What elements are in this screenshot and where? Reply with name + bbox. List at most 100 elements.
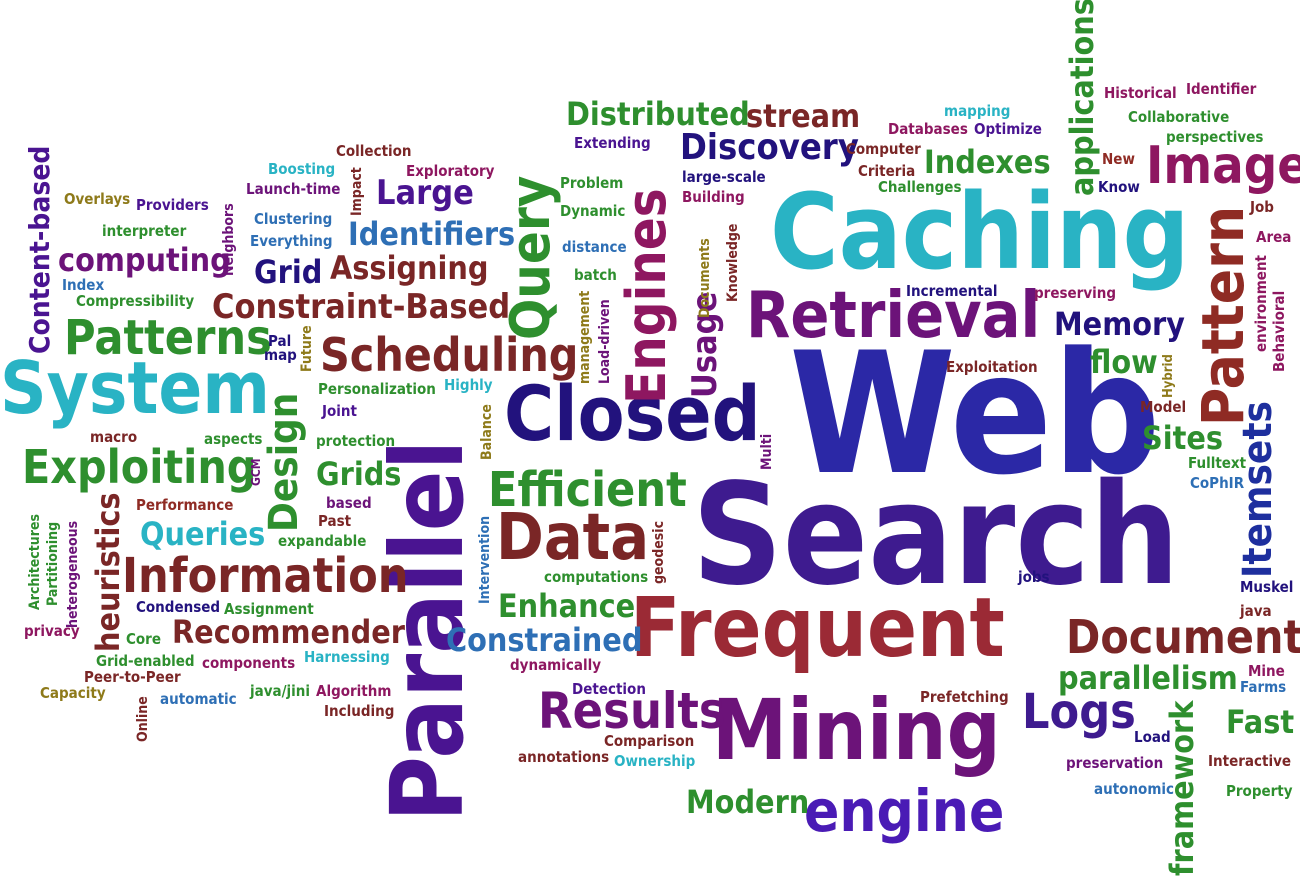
cloud-word: distance bbox=[562, 238, 627, 256]
cloud-word: aspects bbox=[204, 430, 263, 448]
cloud-word: geodesic bbox=[651, 520, 667, 584]
cloud-word: Collaborative bbox=[1128, 108, 1230, 126]
cloud-word: preserving bbox=[1034, 284, 1117, 302]
cloud-word: Caching bbox=[770, 171, 1190, 293]
cloud-word: Assigning bbox=[330, 249, 489, 287]
cloud-word: Online bbox=[135, 696, 151, 742]
cloud-word: Comparison bbox=[604, 732, 695, 750]
cloud-word: Scheduling bbox=[320, 328, 579, 382]
cloud-word: computing bbox=[58, 241, 231, 279]
cloud-word: Image bbox=[1146, 136, 1300, 196]
cloud-word: Past bbox=[318, 512, 352, 530]
cloud-word: Core bbox=[126, 630, 161, 648]
cloud-word: Queries bbox=[140, 515, 266, 553]
cloud-word: Building bbox=[682, 188, 745, 206]
cloud-word: expandable bbox=[278, 532, 367, 550]
cloud-word: Pattern bbox=[1189, 205, 1257, 426]
cloud-word: Grid-enabled bbox=[96, 652, 195, 670]
cloud-word: Large bbox=[376, 173, 474, 213]
cloud-word: Mining bbox=[712, 681, 1001, 779]
cloud-word: Hybrid bbox=[1161, 354, 1176, 398]
cloud-word: Behavioral bbox=[1270, 290, 1288, 372]
cloud-word: batch bbox=[574, 266, 617, 284]
cloud-word: Logs bbox=[1022, 684, 1136, 740]
cloud-word: Web bbox=[789, 316, 1161, 512]
cloud-word: interpreter bbox=[102, 222, 187, 240]
cloud-word: Exploiting bbox=[22, 440, 257, 494]
cloud-word: Know bbox=[1098, 178, 1140, 196]
cloud-word: Documents bbox=[697, 238, 713, 318]
cloud-word: Providers bbox=[136, 196, 209, 214]
cloud-word: computations bbox=[544, 568, 649, 586]
cloud-word: Sites bbox=[1142, 419, 1224, 457]
cloud-word: environment bbox=[1252, 254, 1270, 352]
cloud-word: management bbox=[577, 290, 593, 384]
cloud-word: preservation bbox=[1066, 754, 1164, 772]
cloud-word: mapping bbox=[944, 102, 1011, 120]
cloud-word: Design bbox=[261, 392, 307, 532]
cloud-word: Data bbox=[496, 501, 650, 575]
cloud-word: engine bbox=[804, 777, 1005, 845]
cloud-word: privacy bbox=[24, 622, 80, 640]
cloud-word: Engines bbox=[615, 188, 678, 404]
cloud-word: Modern bbox=[686, 783, 810, 821]
cloud-word: java bbox=[1240, 602, 1272, 620]
cloud-word: Recommender bbox=[172, 613, 405, 651]
cloud-word: Results bbox=[538, 682, 726, 740]
cloud-word: Document bbox=[1066, 610, 1300, 664]
cloud-word: Fulltext bbox=[1188, 454, 1247, 472]
cloud-word: Constrained bbox=[446, 621, 643, 659]
cloud-word: perspectives bbox=[1166, 128, 1264, 146]
cloud-word: Incremental bbox=[906, 282, 998, 300]
cloud-word: Area bbox=[1256, 228, 1292, 246]
cloud-word: dynamically bbox=[510, 656, 601, 674]
cloud-word: Architectures bbox=[27, 514, 43, 610]
cloud-word: Prefetching bbox=[920, 688, 1009, 706]
cloud-word: Identifier bbox=[1186, 80, 1257, 98]
cloud-word: heterogeneous bbox=[65, 520, 81, 628]
cloud-word: Load-driven bbox=[597, 299, 613, 384]
cloud-word: Detection bbox=[572, 680, 646, 698]
cloud-word: Model bbox=[1140, 398, 1187, 416]
cloud-word: Indexes bbox=[924, 143, 1051, 181]
cloud-word: GCM bbox=[249, 458, 263, 486]
cloud-word: Load bbox=[1134, 728, 1171, 746]
cloud-word: large-scale bbox=[682, 168, 766, 186]
cloud-word: Knowledge bbox=[725, 223, 741, 302]
cloud-word: Information bbox=[122, 548, 409, 604]
cloud-word: Grids bbox=[316, 455, 402, 493]
cloud-word: Intervention bbox=[477, 515, 493, 604]
cloud-word: Fast bbox=[1226, 703, 1295, 741]
cloud-word: Muskel bbox=[1240, 578, 1294, 596]
cloud-word: Multi bbox=[759, 433, 775, 470]
cloud-word: Historical bbox=[1104, 84, 1177, 102]
cloud-word: System bbox=[0, 346, 270, 430]
cloud-word: Computer bbox=[846, 140, 921, 158]
cloud-word: Job bbox=[1250, 198, 1274, 216]
cloud-word: Efficient bbox=[488, 462, 687, 518]
cloud-word: Exploitation bbox=[946, 358, 1038, 376]
cloud-word: applications bbox=[1063, 0, 1101, 196]
cloud-word: Distributed bbox=[566, 95, 750, 133]
cloud-word: Launch-time bbox=[246, 180, 341, 198]
cloud-word: Collection bbox=[336, 142, 412, 160]
cloud-word: Problem bbox=[560, 174, 624, 192]
cloud-word: heuristics bbox=[89, 492, 127, 652]
cloud-word: New bbox=[1102, 150, 1135, 168]
cloud-word: stream bbox=[746, 97, 861, 135]
cloud-word: Clustering bbox=[254, 210, 333, 228]
cloud-word: Optimize bbox=[974, 120, 1042, 138]
cloud-word: Enhance bbox=[498, 587, 636, 625]
cloud-word: Retrieval bbox=[746, 279, 1041, 353]
cloud-word: Dynamic bbox=[560, 202, 626, 220]
cloud-word: Impact bbox=[349, 167, 365, 216]
cloud-word: Search bbox=[692, 454, 1180, 617]
cloud-word: Balance bbox=[479, 404, 495, 460]
cloud-word: flow bbox=[1090, 343, 1158, 381]
cloud-word: Mine bbox=[1248, 662, 1285, 680]
cloud-word: Farms bbox=[1240, 678, 1287, 696]
cloud-word: Overlays bbox=[64, 190, 131, 208]
cloud-word: Pal bbox=[268, 332, 292, 350]
cloud-word: Frequent bbox=[630, 581, 1005, 676]
